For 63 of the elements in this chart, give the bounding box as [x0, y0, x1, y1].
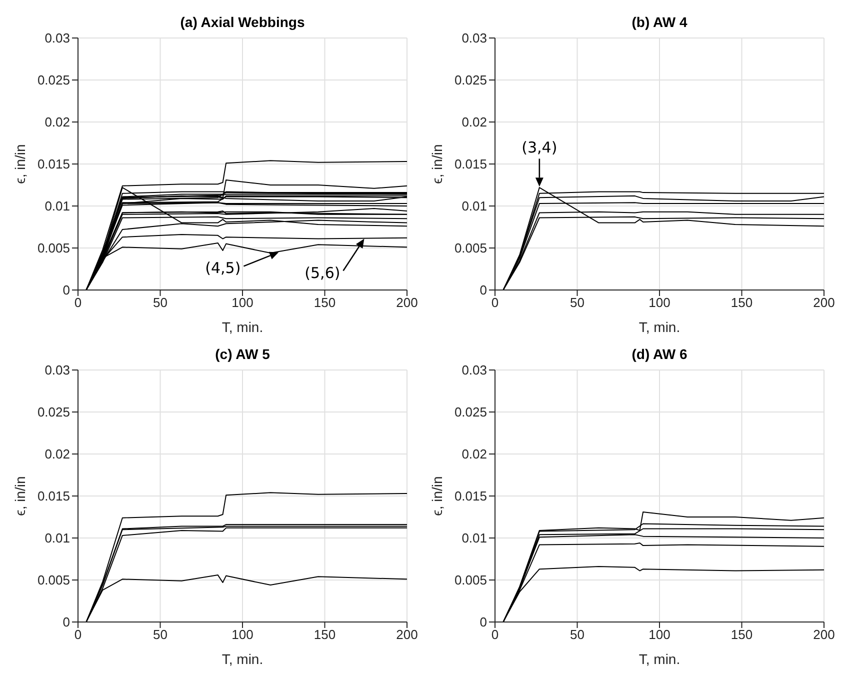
y-tick-label: 0.03	[44, 30, 70, 46]
y-tick-label: 0.01	[44, 198, 70, 214]
y-axis-title: ϵ, in/in	[428, 144, 445, 184]
x-tick-label: 150	[730, 295, 753, 310]
y-tick-label: 0.005	[454, 240, 487, 256]
x-tick-label: 150	[314, 627, 336, 642]
y-tick-label: 0.03	[462, 30, 487, 46]
y-tick-label: 0.01	[462, 198, 487, 214]
x-tick-label: 100	[648, 627, 670, 642]
y-tick-label: 0	[480, 282, 487, 298]
x-tick-label: 0	[491, 295, 499, 310]
chart-title: (c) AW 5	[214, 346, 271, 362]
y-tick-label: 0	[480, 614, 487, 630]
y-tick-label: 0.02	[44, 446, 70, 462]
annotation: (4,5)	[205, 259, 241, 278]
chart-title: (d) AW 6	[630, 346, 688, 362]
y-tick-label: 0.025	[454, 72, 487, 88]
y-tick-label: 0.01	[44, 530, 70, 546]
x-tick-label: 200	[396, 627, 418, 642]
y-tick-label: 0.01	[462, 530, 487, 546]
y-tick-label: 0.02	[462, 114, 487, 130]
y-tick-label: 0	[62, 282, 70, 298]
y-tick-label: 0.02	[44, 114, 70, 130]
y-tick-label: 0.025	[454, 404, 487, 420]
y-axis-title: ϵ, in/in	[428, 476, 445, 516]
x-tick-label: 100	[232, 295, 254, 310]
x-tick-label: 200	[813, 627, 835, 642]
x-axis-title: T, min.	[222, 319, 264, 335]
x-tick-label: 50	[153, 627, 168, 642]
y-tick-label: 0.015	[37, 156, 70, 172]
y-tick-label: 0.025	[37, 72, 70, 88]
x-tick-label: 0	[74, 627, 82, 642]
x-tick-label: 50	[570, 627, 584, 642]
y-axis-title: ϵ, in/in	[12, 144, 28, 184]
y-tick-label: 0.02	[462, 446, 487, 462]
x-axis-title: T, min.	[638, 651, 680, 667]
x-tick-label: 50	[570, 295, 584, 310]
x-tick-label: 100	[232, 627, 254, 642]
x-tick-label: 50	[153, 295, 168, 310]
y-tick-label: 0.03	[44, 362, 70, 378]
annotation: (5,6)	[304, 264, 340, 282]
x-axis-title: T, min.	[222, 651, 264, 667]
y-tick-label: 0.015	[454, 156, 487, 172]
x-tick-label: 150	[314, 295, 336, 310]
x-tick-label: 150	[730, 627, 753, 642]
annotation: (3,4)	[522, 138, 558, 157]
y-tick-label: 0.005	[454, 572, 487, 588]
chart-title: (a) Axial Webbings	[179, 14, 306, 30]
y-tick-label: 0.005	[37, 240, 70, 256]
x-tick-label: 200	[813, 295, 835, 310]
y-axis-title: ϵ, in/in	[12, 476, 28, 516]
x-tick-label: 100	[648, 295, 670, 310]
y-tick-label: 0.015	[37, 488, 70, 504]
x-tick-label: 200	[396, 295, 418, 310]
x-axis-title: T, min.	[638, 319, 680, 335]
y-tick-label: 0	[62, 614, 70, 630]
y-tick-label: 0.015	[454, 488, 487, 504]
x-tick-label: 0	[74, 295, 82, 310]
x-tick-label: 0	[491, 627, 499, 642]
y-tick-label: 0.025	[37, 404, 70, 420]
y-tick-label: 0.005	[37, 572, 70, 588]
chart-title: (b) AW 4	[630, 14, 688, 30]
y-tick-label: 0.03	[462, 362, 487, 378]
